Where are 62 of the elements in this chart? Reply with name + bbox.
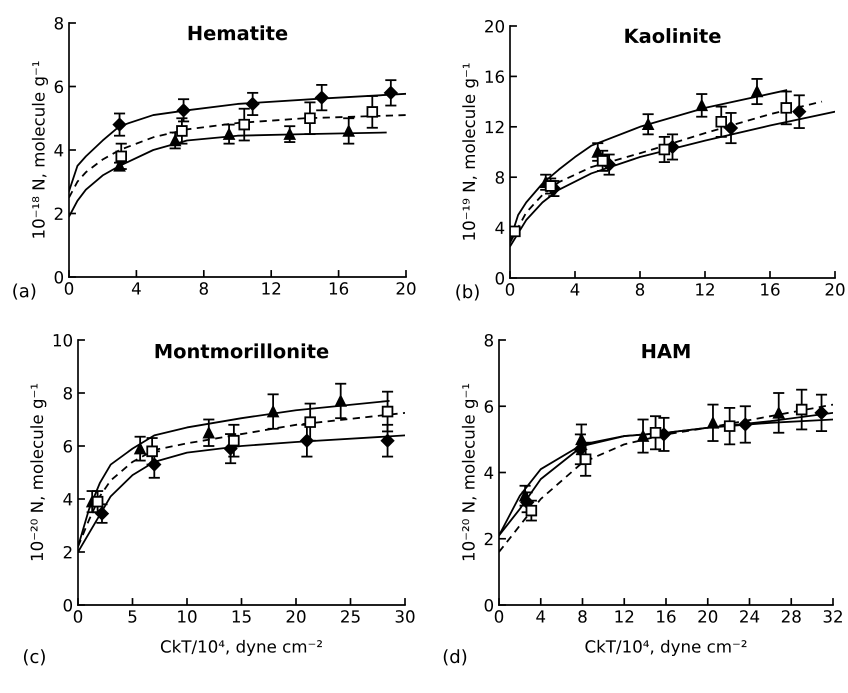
y-tick-label: 4 (54, 144, 64, 156)
x-tick-label: 5 (128, 610, 136, 623)
chart-title: Montmorillonite (156, 343, 328, 358)
y-tick-label: 0 (496, 272, 504, 285)
x-tick-label: 8 (636, 283, 644, 296)
text: (c) (24, 649, 45, 666)
y-tick-label: 0 (484, 598, 494, 612)
x-tick-label: 32 (824, 610, 842, 623)
y-tick-label: 6 (484, 400, 494, 413)
x-axis-title: CkT/10⁴, dyne cm⁻² (160, 640, 322, 656)
y-tick-label: 2 (484, 532, 492, 546)
x-tick-label: 12 (262, 282, 280, 295)
chart-title: Hematite (188, 25, 288, 40)
text: (a) (13, 284, 36, 300)
y-axis-title: 10⁻¹⁸ N, molecule g⁻¹ (32, 61, 48, 238)
y-tick-label: 10 (54, 334, 72, 347)
x-tick-label: 25 (341, 610, 360, 623)
x-tick-label: 28 (782, 610, 801, 623)
y-axis-title: 10⁻²⁰ N, molecule g⁻¹ (30, 384, 46, 560)
y-axis-title: 10⁻²⁰ N, molecule g⁻¹ (462, 384, 478, 560)
x-tick-label: 16 (657, 610, 676, 623)
x-tick-label: 16 (761, 283, 780, 296)
x-tick-label: 4 (570, 283, 580, 296)
x-tick-label: 12 (696, 283, 714, 296)
x-tick-label: 20 (826, 283, 844, 296)
y-tick-label: 4 (495, 222, 504, 234)
text: (d) (444, 649, 466, 666)
y-tick-label: 0 (54, 270, 64, 284)
y-tick-label: 6 (54, 80, 64, 94)
x-tick-label: 0 (506, 283, 514, 296)
y-tick-label: 8 (54, 16, 63, 30)
y-tick-label: 6 (64, 440, 72, 453)
y-tick-label: 20 (485, 20, 504, 33)
x-tick-label: 20 (286, 610, 306, 623)
x-tick-label: 20 (698, 610, 718, 623)
x-tick-label: 8 (578, 610, 587, 623)
y-tick-label: 8 (484, 334, 493, 347)
y-tick-label: 8 (496, 171, 504, 184)
y-tick-label: 2 (64, 546, 72, 558)
y-tick-label: 4 (484, 466, 494, 479)
y-tick-label: 0 (64, 598, 72, 612)
x-tick-label: 12 (615, 610, 634, 623)
y-tick-label: 8 (64, 386, 72, 400)
y-tick-label: 4 (63, 493, 72, 506)
x-tick-label: 15 (232, 610, 251, 623)
chart-title: HAM (642, 344, 690, 358)
y-axis-title: 10⁻¹⁹ N, molecule g⁻¹ (462, 63, 478, 240)
text: (b) (456, 284, 479, 300)
chart-title: Kaolinite (625, 28, 720, 44)
y-tick-label: 12 (486, 120, 504, 134)
x-tick-label: 10 (178, 610, 196, 623)
x-tick-label: 4 (132, 282, 141, 295)
x-axis-title: CkT/10⁴, dyne cm⁻² (585, 640, 746, 656)
y-tick-label: 2 (54, 207, 62, 220)
x-tick-label: 24 (740, 610, 760, 623)
x-tick-label: 16 (330, 282, 348, 295)
x-tick-label: 30 (396, 610, 414, 623)
x-tick-label: 8 (200, 282, 208, 295)
y-tick-label: 16 (486, 70, 504, 83)
x-tick-label: 0 (74, 610, 82, 623)
x-tick-label: 20 (396, 282, 416, 295)
x-tick-label: 4 (536, 610, 546, 623)
